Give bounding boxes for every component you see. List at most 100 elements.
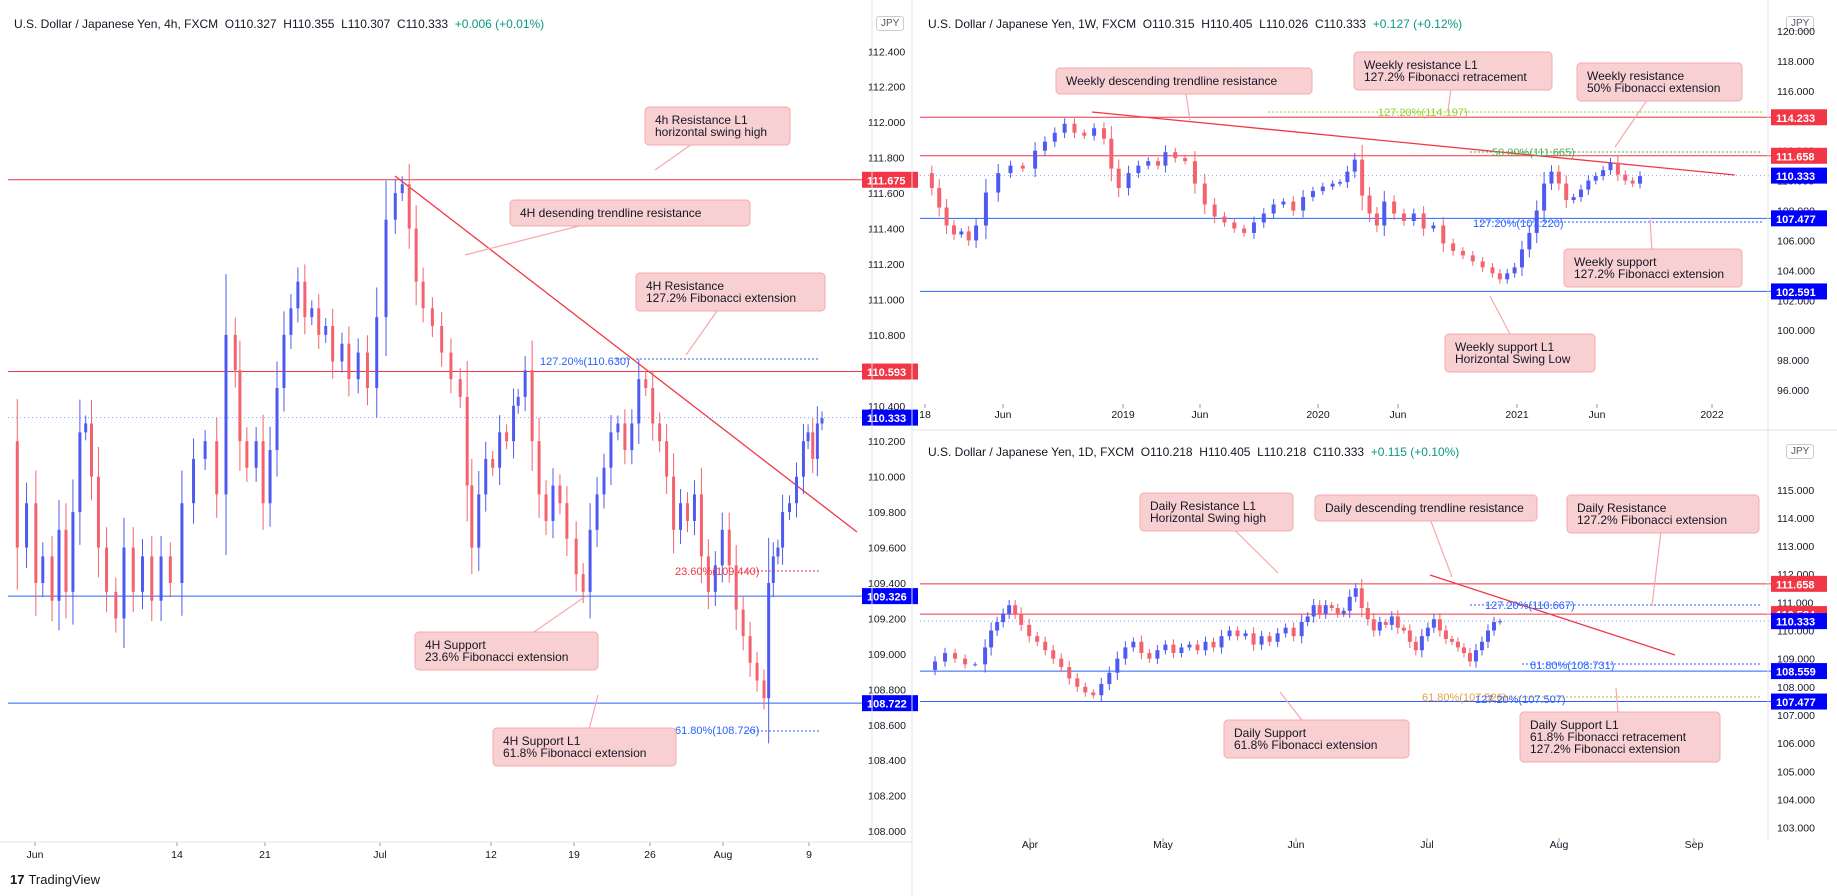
open-value: O110.327 (224, 17, 277, 31)
candle-body (933, 661, 938, 670)
candle-body (1146, 161, 1151, 166)
date-tick-label: Jul (1420, 839, 1433, 851)
candle-body (1092, 128, 1097, 136)
candle-body (953, 653, 958, 659)
callout-text: 61.8% Fibonacci extension (503, 746, 646, 760)
price-tick-label: 115.000 (1777, 485, 1814, 497)
candle-body (1449, 638, 1454, 642)
candle-body (581, 574, 585, 592)
candle-body (1033, 150, 1038, 169)
fibonacci-label: 127.20%(107.220) (1473, 218, 1564, 230)
candle-body (310, 308, 314, 318)
candle-body (951, 225, 956, 235)
price-tick-label: 113.000 (1777, 541, 1814, 553)
candle-body (1013, 605, 1018, 614)
candle-body (692, 494, 696, 521)
candle-body (1109, 138, 1114, 169)
candle-body (815, 423, 819, 459)
candle-body (963, 658, 968, 665)
price-tick-label: 109.000 (868, 649, 906, 661)
fibonacci-label: 127.20%(110.667) (1485, 600, 1575, 612)
candle-body (1179, 647, 1184, 654)
date-tick-label: May (1153, 839, 1174, 851)
candle-body (1001, 613, 1006, 623)
currency-button-4h[interactable]: JPY (876, 16, 905, 31)
low-value: L110.307 (341, 17, 391, 31)
price-badge-label: 110.333 (1776, 171, 1815, 183)
price-badge (1771, 283, 1827, 300)
candle-body (537, 441, 541, 495)
candle-body (1593, 176, 1598, 181)
callout-text: Weekly resistance L1 (1364, 58, 1478, 72)
currency-button-1w[interactable]: JPY (1786, 16, 1815, 31)
candle-body (1091, 692, 1096, 696)
candle-body (1163, 152, 1168, 166)
candle-body (1401, 627, 1406, 631)
callout-text: Daily Support (1234, 726, 1307, 740)
callout-box (635, 272, 826, 312)
candle-body (1212, 204, 1217, 217)
callout-text: 127.2% Fibonacci extension (1530, 742, 1680, 756)
callout-box (1576, 62, 1743, 102)
price-badge (1771, 210, 1827, 227)
price-tick-label: 108.600 (868, 720, 906, 732)
candle-body (1271, 204, 1276, 214)
candle-body (1052, 132, 1057, 142)
candle-body (224, 334, 228, 495)
candle-body (159, 556, 163, 601)
date-tick-label: Jun (1589, 409, 1606, 421)
candle-body (699, 494, 703, 557)
tradingview-logo-text: TradingView (28, 872, 101, 887)
candle-body (565, 503, 569, 539)
callout-box (492, 727, 677, 767)
candle-body (15, 441, 19, 548)
candle-body (1222, 216, 1227, 223)
price-tick-label: 111.800 (868, 153, 905, 165)
price-tick-label: 105.000 (1777, 766, 1815, 778)
candle-body (1242, 228, 1247, 233)
price-badge (1771, 109, 1827, 126)
price-tick-label: 109.800 (868, 507, 906, 519)
candle-body (644, 379, 648, 389)
candle-body (685, 503, 689, 521)
candle-body (233, 334, 237, 371)
candle-body (1101, 128, 1106, 139)
candle-body (1638, 176, 1642, 184)
candle-body (794, 476, 798, 504)
candle-body (1171, 644, 1176, 654)
candle-body (317, 308, 321, 335)
candle-body (1305, 616, 1310, 623)
candle-body (1072, 123, 1077, 133)
candle-body (1082, 132, 1087, 136)
chart-panel-4h: 112.400 112.200 112.000 111.800 111.600 111.4… (8, 46, 918, 861)
candle-body (1283, 627, 1288, 634)
date-tick-label: 2021 (1505, 409, 1529, 421)
price-tick-label: 111.200 (868, 259, 905, 271)
callout-text: 127.2% Fibonacci extension (1577, 513, 1727, 527)
candle-body (943, 653, 948, 662)
price-tick-label: 107.000 (1777, 710, 1815, 722)
candle-body (1490, 267, 1495, 274)
candle-body (1311, 605, 1316, 617)
price-badge-label: 110.333 (867, 413, 906, 425)
candle-body (96, 476, 100, 548)
callout-text: 23.6% Fibonacci extension (425, 650, 568, 664)
candle-body (1320, 186, 1325, 192)
candle-body (1227, 630, 1232, 637)
candle-body (1377, 622, 1382, 631)
candle-body (1035, 636, 1040, 642)
candle-body (811, 432, 815, 459)
candle-body (71, 512, 75, 592)
candle-body (1473, 650, 1478, 662)
candle-body (168, 556, 172, 583)
candle-body (1374, 213, 1379, 226)
candle-body (1505, 273, 1510, 280)
tradingview-logo[interactable]: 17 TradingView (10, 872, 100, 887)
callout-text: Weekly support (1574, 255, 1657, 269)
currency-button-1d[interactable]: JPY (1786, 444, 1815, 459)
candle-body (1470, 255, 1475, 262)
candle-body (989, 630, 994, 648)
price-tick-label: 108.800 (868, 684, 906, 696)
candle-body (1232, 222, 1237, 229)
